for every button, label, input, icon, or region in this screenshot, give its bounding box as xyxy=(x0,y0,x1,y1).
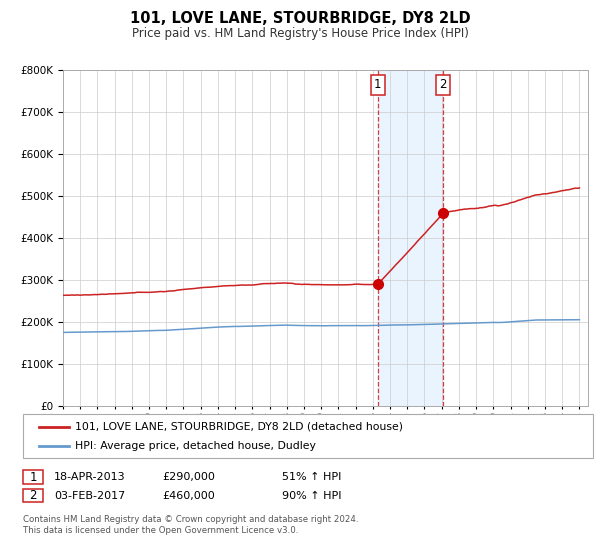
Text: 51% ↑ HPI: 51% ↑ HPI xyxy=(282,472,341,482)
Text: £290,000: £290,000 xyxy=(162,472,215,482)
Text: 18-APR-2013: 18-APR-2013 xyxy=(54,472,125,482)
Text: Contains HM Land Registry data © Crown copyright and database right 2024.: Contains HM Land Registry data © Crown c… xyxy=(23,515,358,524)
Text: 1: 1 xyxy=(29,470,37,484)
Text: 1: 1 xyxy=(374,78,382,91)
Text: 101, LOVE LANE, STOURBRIDGE, DY8 2LD: 101, LOVE LANE, STOURBRIDGE, DY8 2LD xyxy=(130,11,470,26)
Text: £460,000: £460,000 xyxy=(162,491,215,501)
Text: 101, LOVE LANE, STOURBRIDGE, DY8 2LD (detached house): 101, LOVE LANE, STOURBRIDGE, DY8 2LD (de… xyxy=(75,422,403,432)
Text: 2: 2 xyxy=(29,489,37,502)
Text: 90% ↑ HPI: 90% ↑ HPI xyxy=(282,491,341,501)
Text: Price paid vs. HM Land Registry's House Price Index (HPI): Price paid vs. HM Land Registry's House … xyxy=(131,27,469,40)
Text: 2: 2 xyxy=(439,78,447,91)
Text: This data is licensed under the Open Government Licence v3.0.: This data is licensed under the Open Gov… xyxy=(23,526,298,535)
Text: 03-FEB-2017: 03-FEB-2017 xyxy=(54,491,125,501)
Bar xyxy=(378,70,443,406)
Text: HPI: Average price, detached house, Dudley: HPI: Average price, detached house, Dudl… xyxy=(75,441,316,451)
